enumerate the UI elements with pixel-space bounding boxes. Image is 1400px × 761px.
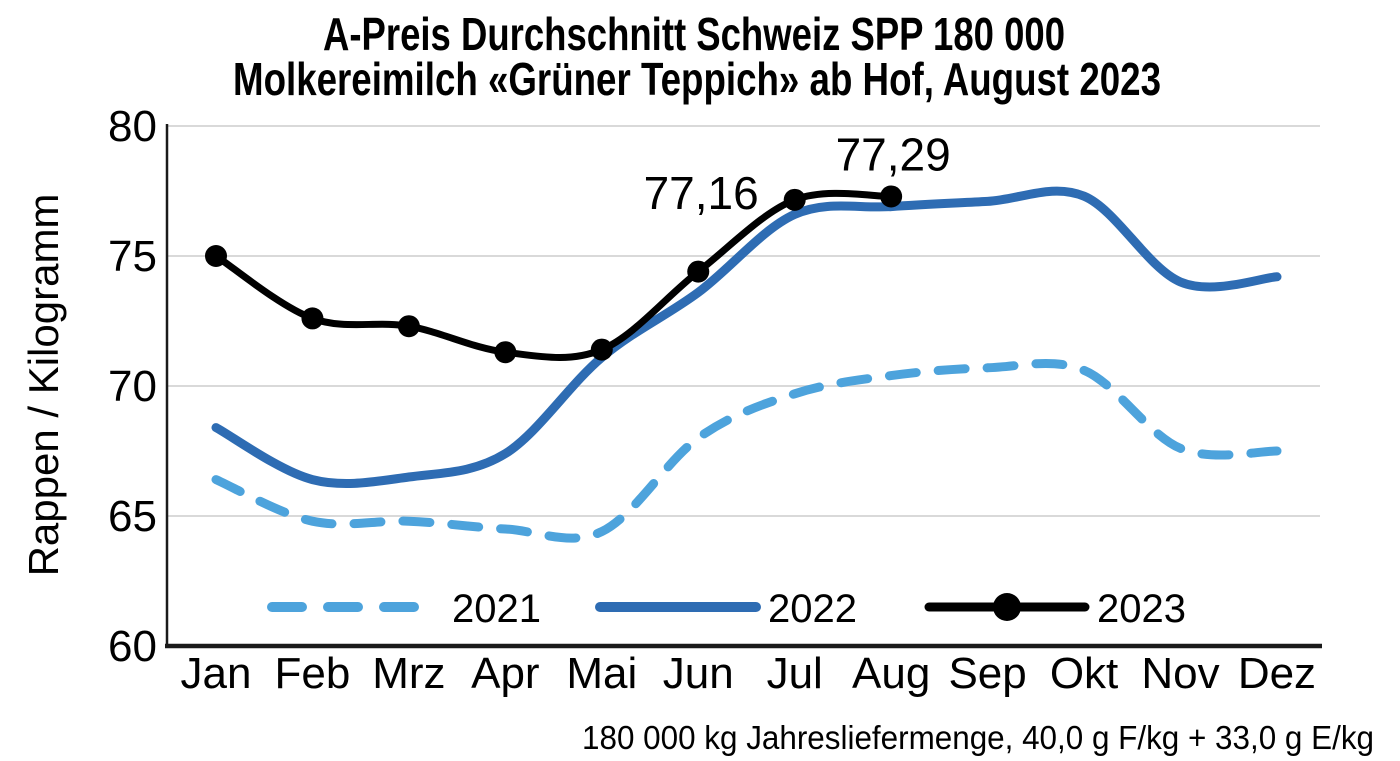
data-point-marker-2023 [205, 245, 227, 267]
data-point-marker-2023 [783, 188, 806, 211]
y-tick-label: 65 [108, 492, 157, 541]
x-tick-label: Sep [948, 649, 1026, 698]
x-tick-label: Feb [275, 649, 351, 698]
y-tick-label: 60 [108, 622, 157, 671]
legend-sample-marker-2023 [993, 593, 1021, 621]
annotation-label: 77,29 [836, 128, 951, 180]
data-point-marker-2023 [590, 338, 613, 361]
x-tick-label: Aug [852, 649, 930, 698]
y-tick-labels: 60 65 70 75 80 [108, 102, 157, 671]
data-point-marker-2023 [301, 307, 324, 330]
y-tick-label: 80 [108, 102, 157, 151]
legend-label-2023: 2023 [1097, 587, 1186, 631]
data-point-marker-2023 [397, 315, 420, 338]
x-tick-label: Dez [1238, 649, 1316, 698]
legend-label-2022: 2022 [768, 587, 857, 631]
axes [165, 124, 1322, 649]
chart-title-line2: Molkereimilch «Grüner Teppich» ab Hof, A… [233, 53, 1161, 105]
data-point-marker-2023 [880, 185, 903, 208]
x-tick-label: Apr [471, 649, 539, 698]
data-point-marker-2023 [687, 260, 710, 283]
footer-note: 180 000 kg Jahresliefermenge, 40,0 g F/k… [582, 719, 1374, 756]
x-tick-label: Jun [663, 649, 734, 698]
annotation-label: 77,16 [644, 167, 759, 219]
y-tick-label: 75 [108, 232, 157, 281]
x-tick-label: Nov [1141, 649, 1219, 698]
data-point-marker-2023 [494, 341, 517, 364]
x-tick-label: Okt [1050, 649, 1118, 698]
x-tick-label: Mai [566, 649, 637, 698]
series-lines [205, 185, 1282, 543]
x-tick-label: Jul [767, 649, 823, 698]
x-tick-label: Mrz [372, 649, 445, 698]
legend-label-2021: 2021 [452, 587, 541, 631]
chart-title-line1: A-Preis Durchschnitt Schweiz SPP 180 000 [323, 8, 1065, 60]
annotations: 77,16 77,29 [644, 128, 951, 218]
series-line-2022 [211, 186, 1282, 488]
y-tick-label: 70 [108, 362, 157, 411]
y-axis-title: Rappen / Kilogramm [20, 194, 67, 577]
series-line-2021 [211, 358, 1282, 543]
x-tick-labels: Jan Feb Mrz Apr Mai Jun Jul Aug Sep Okt Nov Dez [181, 649, 1317, 698]
x-tick-label: Jan [181, 649, 252, 698]
series-line-2023 [212, 189, 895, 361]
legend: 2021 2022 2023 [267, 587, 1186, 631]
